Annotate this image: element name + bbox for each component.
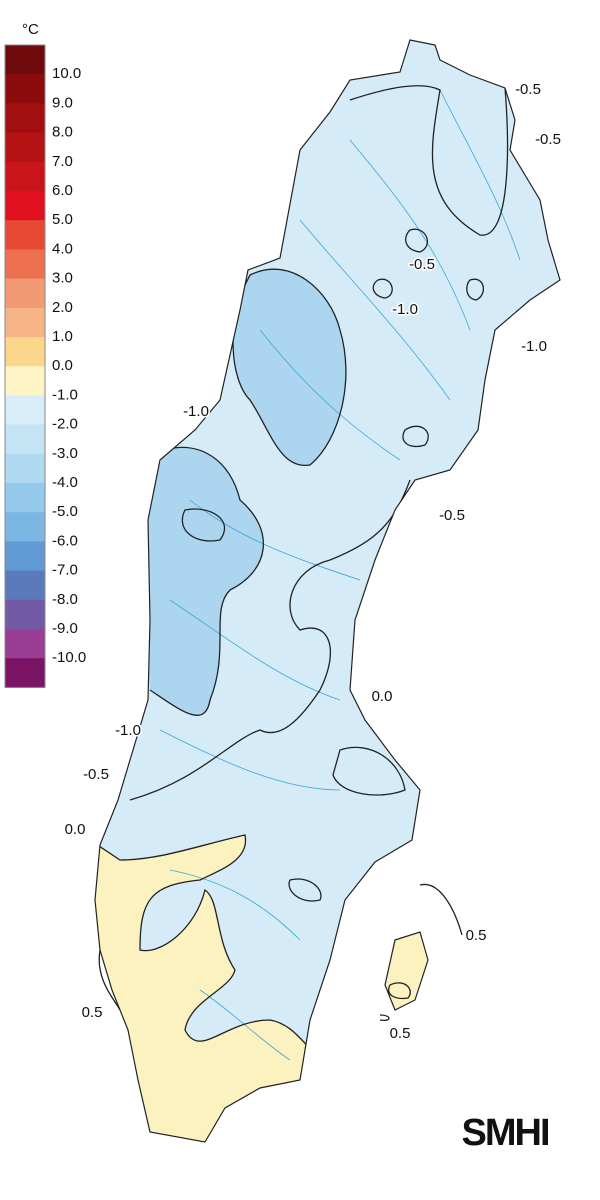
river <box>159 729 341 791</box>
contour-label: -0.5 <box>535 131 561 148</box>
legend-label: -9.0 <box>52 620 78 637</box>
legend-swatch <box>5 307 45 338</box>
legend-swatch <box>5 249 45 280</box>
legend-label: -7.0 <box>52 562 78 579</box>
legend-label: -6.0 <box>52 532 78 549</box>
legend-swatch <box>5 191 45 221</box>
contour-label: -1.0 <box>392 301 418 318</box>
legend-swatch <box>5 278 45 309</box>
warm-area <box>95 835 440 1142</box>
contour-label: -1.0 <box>521 338 547 355</box>
legend-swatch <box>5 424 45 455</box>
legend-swatch <box>5 74 45 104</box>
legend-swatch <box>5 483 45 513</box>
legend-label: -4.0 <box>52 474 78 491</box>
contour-label: 0.5 <box>82 1004 103 1021</box>
legend-swatch <box>5 395 45 426</box>
legend-label: 2.0 <box>52 299 73 316</box>
legend-swatch <box>5 220 45 250</box>
contour-line <box>466 278 484 301</box>
legend-unit: °C <box>22 21 39 38</box>
contour-line <box>149 446 264 716</box>
contour-line <box>98 883 463 1022</box>
river <box>259 329 401 461</box>
legend-label: 5.0 <box>52 211 73 228</box>
contour-label: -1.0 <box>183 403 209 420</box>
legend-swatch <box>5 161 45 192</box>
contour-label: -1.0 <box>115 722 141 739</box>
river <box>169 869 301 941</box>
contour-line <box>349 85 509 236</box>
legend-label: 3.0 <box>52 270 73 287</box>
contour-line <box>129 479 411 801</box>
legend-swatch <box>5 629 45 659</box>
legend-swatch <box>5 512 45 542</box>
legend-swatch <box>5 658 45 688</box>
contour-line <box>232 268 347 466</box>
legend-swatch <box>5 45 45 75</box>
legend-swatch <box>5 132 45 163</box>
legend-frame <box>4 44 46 688</box>
legend-label: -3.0 <box>52 445 78 462</box>
legend-swatch <box>5 570 45 601</box>
river <box>349 139 471 331</box>
legend-label: 0.0 <box>52 357 73 374</box>
sweden-map: -0.5 -0.5 -0.5 -1.0 -1.0 -1.0 -0.5 0.0 -1.0 -0.5 0… <box>63 39 562 1143</box>
contour-label: 0.5 <box>390 1025 411 1042</box>
legend-label: 4.0 <box>52 240 73 257</box>
contour-label: -0.5 <box>83 766 109 783</box>
legend-label: 1.0 <box>52 328 73 345</box>
contour-line <box>332 746 406 796</box>
contour-label: -0.5 <box>515 81 541 98</box>
legend-swatch <box>5 599 45 630</box>
legend-label: -5.0 <box>52 503 78 520</box>
contour-line <box>288 878 322 902</box>
legend-label: -8.0 <box>52 591 78 608</box>
river <box>439 89 521 261</box>
contour-line <box>181 508 226 542</box>
contour-line <box>402 425 429 448</box>
cold-area <box>140 269 346 716</box>
contour-line <box>372 278 393 299</box>
legend-label: -1.0 <box>52 386 78 403</box>
legend-swatch <box>5 453 45 484</box>
legend-label: 6.0 <box>52 182 73 199</box>
river <box>299 219 451 401</box>
contour-label: -0.5 <box>439 507 465 524</box>
contour-label: 0.0 <box>372 688 393 705</box>
legend-label: 10.0 <box>52 65 81 82</box>
legend-swatch <box>5 541 45 572</box>
contour-line <box>95 834 331 1061</box>
contour-line <box>388 982 411 1000</box>
legend-label: -2.0 <box>52 416 78 433</box>
legend: °C 10.0 9.0 8.0 7.0 6.0 5.0 4.0 3.0 2.0 1.0 0.0 -1.… <box>4 21 86 688</box>
legend-swatch <box>5 337 45 367</box>
river <box>189 499 361 581</box>
legend-label: 8.0 <box>52 124 73 141</box>
contour-label: -0.5 <box>409 256 435 273</box>
contours <box>95 85 509 1061</box>
coastline <box>94 39 561 1143</box>
legend-swatch <box>5 366 45 396</box>
contour-label: 0.0 <box>65 821 86 838</box>
fill-areas <box>95 269 440 1142</box>
legend-swatch <box>5 103 45 134</box>
logo: SMHI <box>462 1112 549 1154</box>
legend-label: 7.0 <box>52 153 73 170</box>
contour-line <box>405 228 429 253</box>
legend-label: 9.0 <box>52 94 73 111</box>
contour-label: 0.5 <box>466 927 487 944</box>
legend-label: -10.0 <box>52 649 86 666</box>
